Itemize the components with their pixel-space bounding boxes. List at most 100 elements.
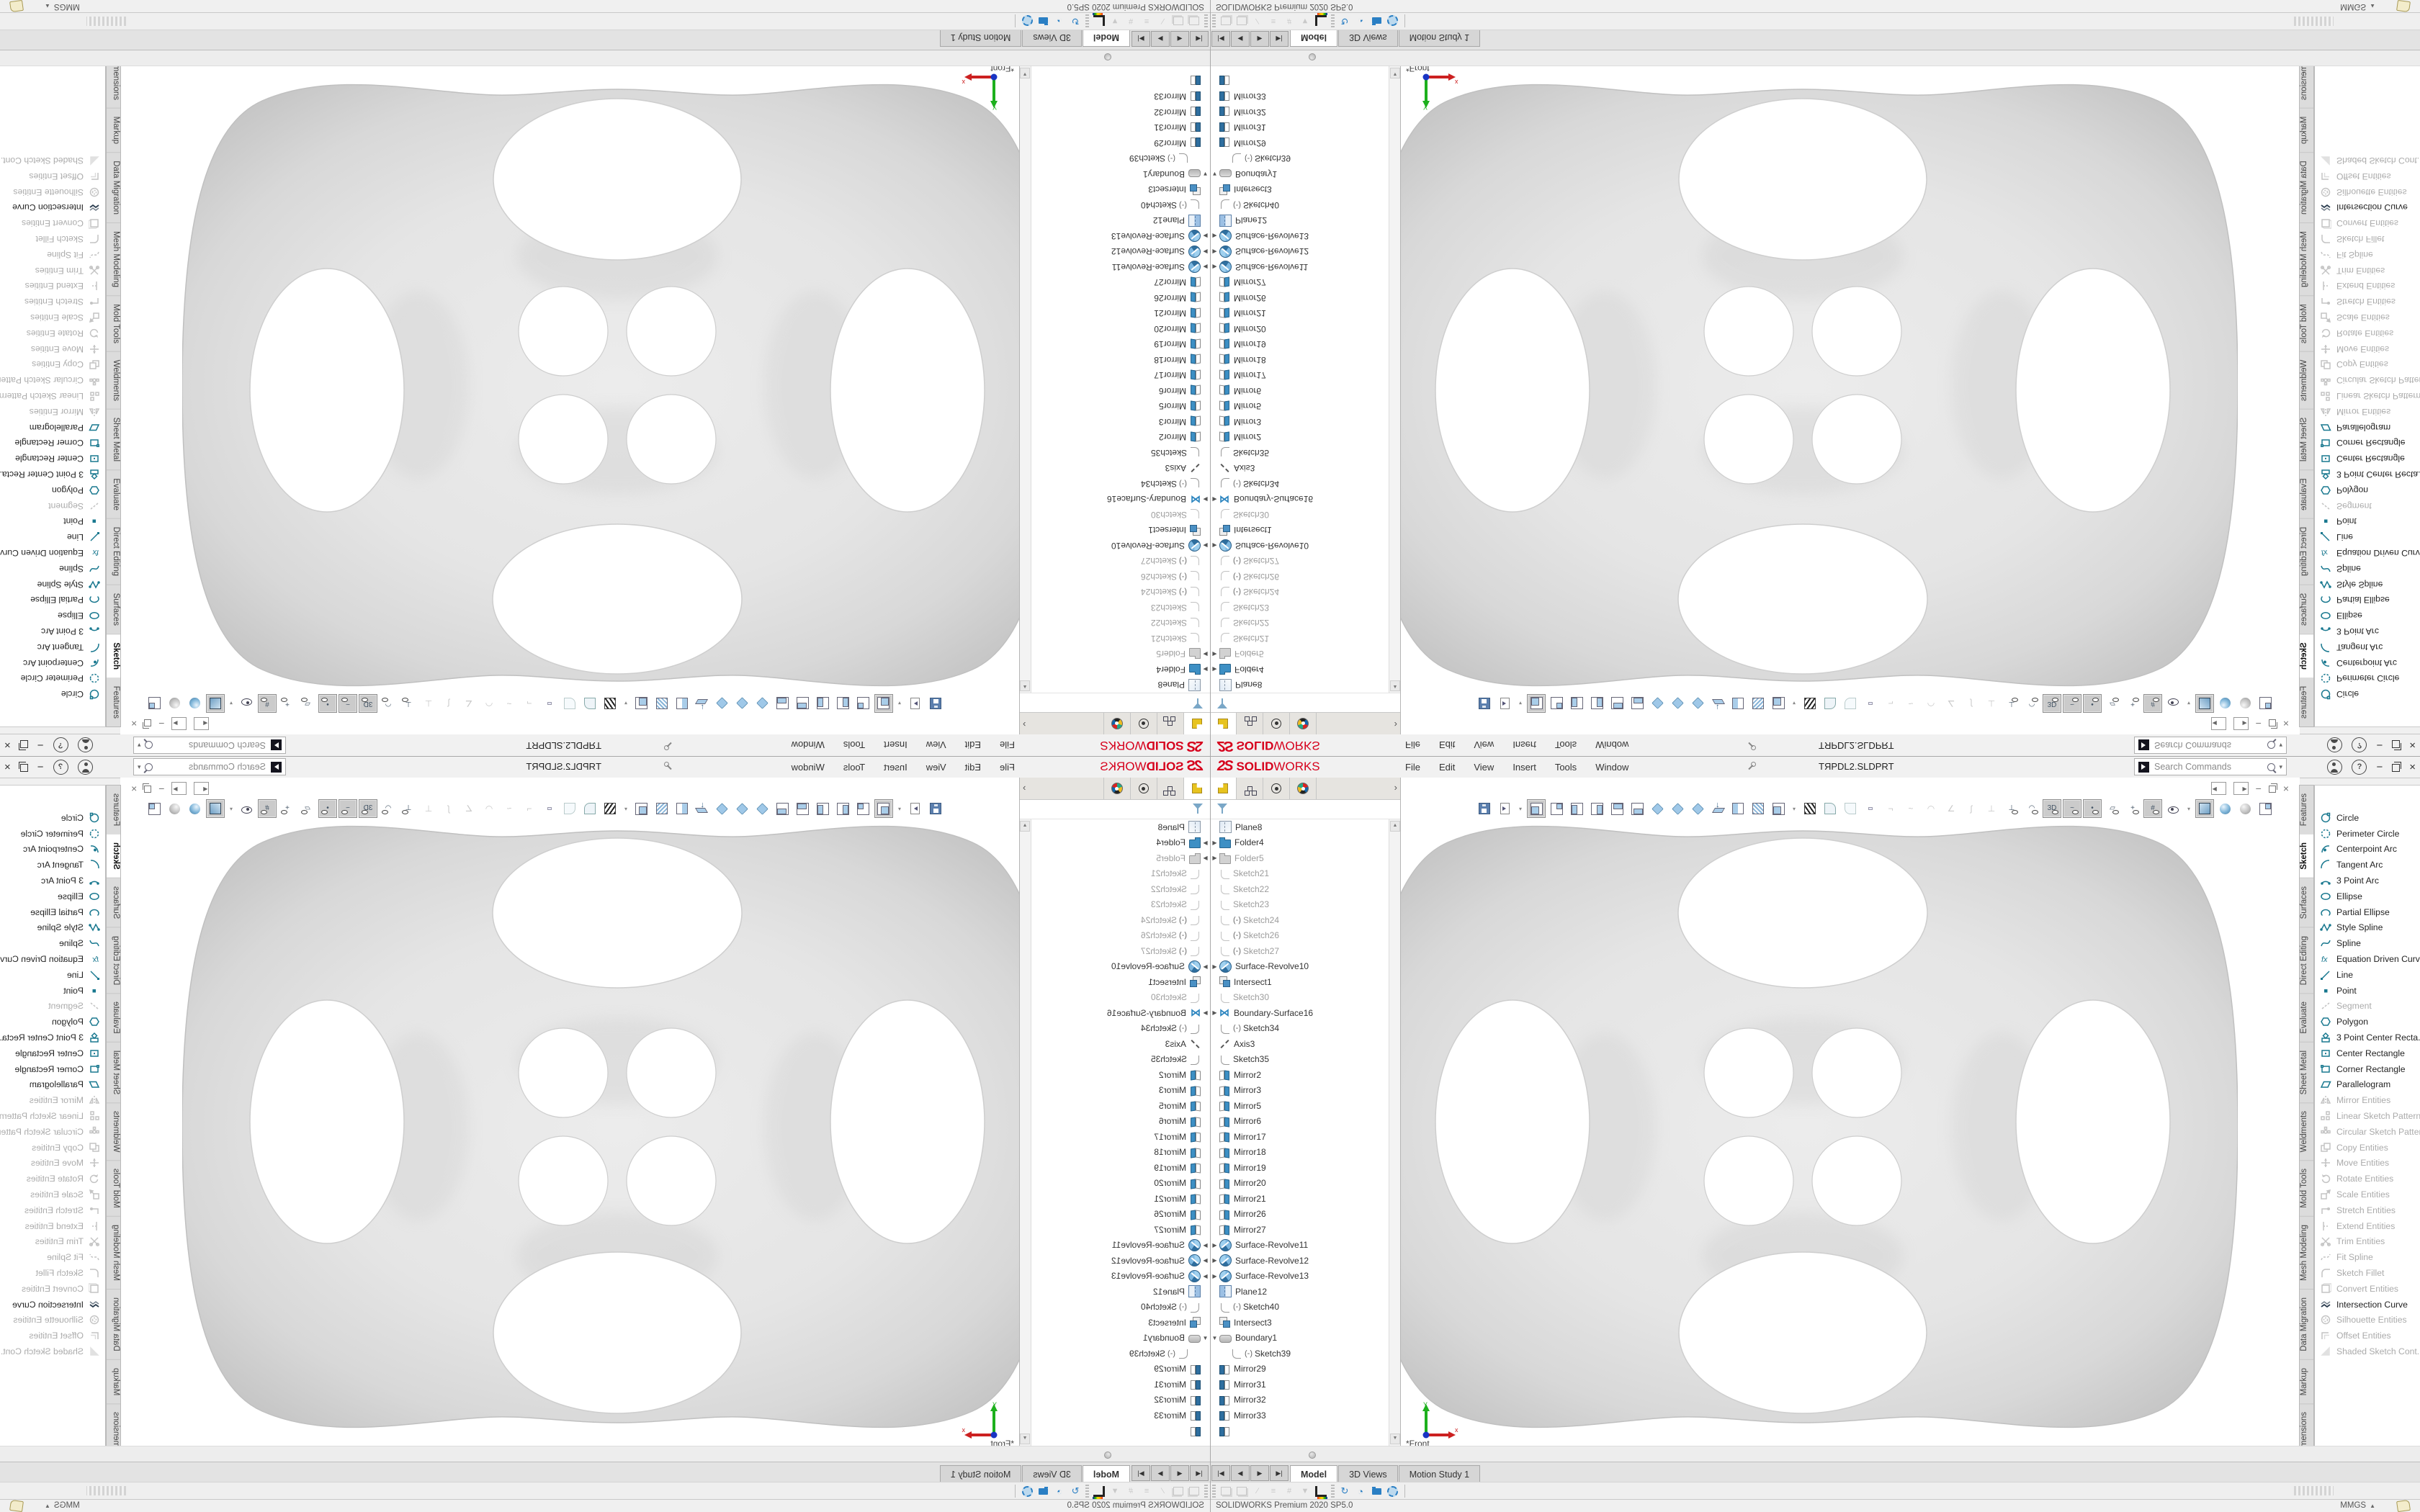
close-button[interactable]: ×: [2409, 739, 2416, 752]
menu-item-silhouette-entities[interactable]: Silhouette Entities: [0, 184, 105, 200]
menu-insert[interactable]: Insert: [884, 739, 908, 751]
curvature-icon[interactable]: [1821, 694, 1839, 713]
hide-show-perpendicular-icon[interactable]: ⊥: [2002, 799, 2021, 818]
doc-minimize-button[interactable]: −: [2255, 718, 2262, 729]
tree-item[interactable]: Mirror17: [1031, 368, 1210, 384]
tree-item[interactable]: Mirror18: [1031, 1145, 1210, 1161]
search-scope-icon[interactable]: [2138, 761, 2149, 773]
menu-item-linear-sketch-pattern[interactable]: Linear Sketch Pattern: [2315, 1108, 2420, 1124]
doc-tab-motion-study-1[interactable]: Motion Study 1: [939, 30, 1022, 47]
minimize-button[interactable]: −: [37, 760, 44, 773]
tree-item[interactable]: ▼ Boundary1: [1031, 1331, 1210, 1346]
lines-icon[interactable]: ≡: [1270, 17, 1276, 25]
animation-wizard-icon[interactable]: [1186, 14, 1202, 28]
tree-item[interactable]: Sketch35: [1031, 1052, 1210, 1068]
doc-close-button[interactable]: ×: [131, 783, 138, 794]
unit-system[interactable]: MMGS ▲: [2340, 2, 2375, 11]
tab-direct-editing[interactable]: Direct Editing: [107, 518, 120, 585]
expand-right-icon[interactable]: ▶: [1212, 542, 1217, 549]
featuremanager-filter[interactable]: [1020, 693, 1210, 712]
model-graphics[interactable]: [1401, 824, 2238, 1429]
menu-item-rotate-entities[interactable]: Rotate Entities: [0, 1171, 105, 1187]
tree-item[interactable]: Mirror27: [1210, 275, 1389, 291]
tree-item[interactable]: ▶ Surface-Revolve12: [1210, 1253, 1389, 1269]
fm-tab-displaymanager[interactable]: [1103, 713, 1130, 734]
tab-markup[interactable]: Markup: [107, 1359, 120, 1405]
menu-item-shaded-sketch-cont-[interactable]: Shaded Sketch Cont...: [2315, 153, 2420, 168]
3d-drawing-view-icon[interactable]: [540, 799, 559, 818]
menu-item-scale-entities[interactable]: Scale Entities: [0, 310, 105, 325]
fm-tab-propertymanager[interactable]: [1237, 778, 1263, 799]
tree-item[interactable]: Sketch30: [1031, 507, 1210, 523]
menu-item-parallelogram[interactable]: Parallelogram: [2315, 1077, 2420, 1093]
tree-item[interactable]: Mirror31: [1210, 120, 1389, 136]
tree-item[interactable]: Plane12: [1031, 1284, 1210, 1300]
tree-item[interactable]: Mirror26: [1210, 290, 1389, 306]
tree-item[interactable]: (-) Sketch26: [1210, 928, 1389, 944]
fm-tab-featuremanager-design-tree[interactable]: [1183, 778, 1210, 799]
filter-icon[interactable]: ▼: [1301, 1487, 1309, 1495]
tree-item[interactable]: Mirror18: [1210, 352, 1389, 368]
view-dimetric-icon[interactable]: [713, 694, 732, 713]
shaded-with-edges-icon[interactable]: [2195, 799, 2214, 818]
save-icon[interactable]: [926, 799, 945, 818]
save-icon[interactable]: [1475, 799, 1494, 818]
display-style-icon[interactable]: [632, 799, 651, 818]
tree-item[interactable]: (-) Sketch27: [1031, 943, 1210, 959]
doc-restore-button[interactable]: [144, 719, 152, 726]
expand-right-icon[interactable]: ▶: [1212, 650, 1217, 657]
fm-tab-configurationmanager[interactable]: [1130, 713, 1157, 734]
menu-item-segment[interactable]: Segment: [2315, 498, 2420, 514]
show-curves-icon[interactable]: ~: [2063, 694, 2081, 713]
show-grid-icon[interactable]: #: [258, 694, 277, 713]
close-button[interactable]: ×: [2409, 760, 2416, 773]
tab-mesh-modeling[interactable]: Mesh Modeling: [2300, 222, 2313, 295]
show-grid-icon[interactable]: #: [258, 799, 277, 818]
doc-close-button[interactable]: ×: [2282, 718, 2289, 729]
fm-tabs-more-icon[interactable]: ›: [1023, 719, 1026, 730]
menu-item-rotate-entities[interactable]: Rotate Entities: [0, 325, 105, 341]
view-dimetric-icon[interactable]: [713, 799, 732, 818]
view-isometric-icon[interactable]: [1648, 694, 1667, 713]
expand-right-icon[interactable]: ▶: [1203, 666, 1208, 673]
expand-right-icon[interactable]: ▶: [1212, 264, 1217, 271]
view-isometric-icon[interactable]: [1648, 799, 1667, 818]
search-icon[interactable]: [144, 762, 153, 771]
tree-item[interactable]: Mirror32: [1210, 1392, 1389, 1408]
curvature-icon[interactable]: [581, 694, 599, 713]
tree-item[interactable]: Sketch21: [1210, 866, 1389, 882]
menu-item-convert-entities[interactable]: Convert Entities: [2315, 1281, 2420, 1297]
tree-item[interactable]: Mirror21: [1210, 306, 1389, 322]
unit-system[interactable]: MMGS ▲: [45, 1501, 80, 1510]
toolbar-grip[interactable]: [1204, 14, 1208, 27]
expand-right-icon[interactable]: ▶: [1203, 650, 1208, 657]
tree-item[interactable]: ▶Boundary-Surface16: [1210, 1005, 1389, 1021]
curvature-icon[interactable]: [581, 799, 599, 818]
folder-check-icon[interactable]: [1036, 1484, 1052, 1498]
tree-item[interactable]: Intersect3: [1210, 1315, 1389, 1331]
tree-item[interactable]: Mirror29: [1210, 1362, 1389, 1377]
featuremanager-filter[interactable]: [1210, 800, 1400, 819]
tree-item[interactable]: Intersect1: [1210, 523, 1389, 539]
menu-item-circular-sketch-pattern[interactable]: Circular Sketch Pattern: [2315, 1124, 2420, 1140]
view-trimetric-icon[interactable]: [1668, 694, 1687, 713]
menu-item-sketch-fillet[interactable]: Sketch Fillet: [0, 1265, 105, 1281]
tree-item[interactable]: ▶ Folder5: [1210, 647, 1389, 662]
tab-mesh-modeling[interactable]: Mesh Modeling: [2300, 1217, 2313, 1290]
reload-clock-icon[interactable]: ↻: [1071, 1485, 1080, 1496]
fm-tab-featuremanager-design-tree[interactable]: [1183, 713, 1210, 734]
menu-item-tangent-arc[interactable]: Tangent Arc: [2315, 639, 2420, 655]
pages-icon[interactable]: [1234, 1484, 1250, 1498]
hidden-tool-icon[interactable]: ¬: [526, 698, 532, 708]
section-half-icon[interactable]: [1749, 799, 1767, 818]
minimize-button[interactable]: −: [37, 739, 44, 752]
show-planes-icon[interactable]: ▱: [298, 799, 317, 818]
normal-to-icon[interactable]: [693, 694, 712, 713]
wireframe-cube-icon[interactable]: [145, 799, 164, 818]
menu-item-circular-sketch-pattern[interactable]: Circular Sketch Pattern: [0, 1124, 105, 1140]
show-points-icon[interactable]: •: [318, 799, 337, 818]
menu-item-3-point-arc[interactable]: 3 Point Arc: [0, 873, 105, 888]
menu-item-fit-spline[interactable]: Fit Spline: [0, 247, 105, 263]
curvature-comb-icon[interactable]: [1841, 694, 1860, 713]
wireframe-cube-icon[interactable]: [145, 694, 164, 713]
